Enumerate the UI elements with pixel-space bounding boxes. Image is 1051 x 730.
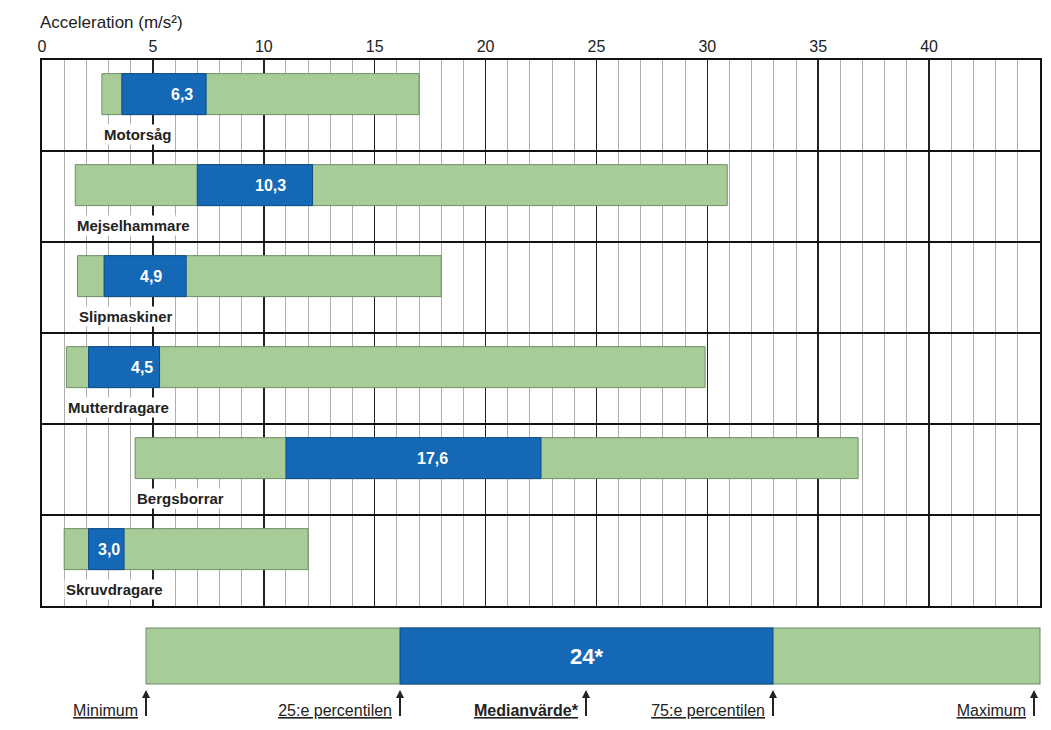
- svg-text:4,9: 4,9: [140, 268, 162, 285]
- svg-text:10,3: 10,3: [255, 177, 286, 194]
- svg-text:20: 20: [477, 38, 495, 55]
- svg-text:15: 15: [366, 38, 384, 55]
- svg-text:Bergsborrar: Bergsborrar: [137, 490, 224, 507]
- svg-text:75:e percentilen: 75:e percentilen: [651, 702, 765, 719]
- svg-text:Slipmaskiner: Slipmaskiner: [79, 308, 173, 325]
- svg-text:40: 40: [920, 38, 938, 55]
- svg-text:4,5: 4,5: [131, 359, 153, 376]
- svg-text:24*: 24*: [570, 644, 603, 669]
- svg-text:Minimum: Minimum: [73, 702, 138, 719]
- svg-text:Medianvärde*: Medianvärde*: [474, 702, 579, 719]
- svg-text:Acceleration (m/s²): Acceleration (m/s²): [40, 13, 183, 32]
- svg-text:Skruvdragare: Skruvdragare: [66, 581, 163, 598]
- svg-text:Mutterdragare: Mutterdragare: [68, 399, 169, 416]
- svg-text:0: 0: [38, 38, 47, 55]
- svg-text:25: 25: [588, 38, 606, 55]
- svg-text:6,3: 6,3: [171, 86, 193, 103]
- svg-text:Motorsåg: Motorsåg: [104, 126, 172, 143]
- svg-text:5: 5: [148, 38, 157, 55]
- svg-text:Maximum: Maximum: [957, 702, 1026, 719]
- svg-text:30: 30: [698, 38, 716, 55]
- svg-text:25:e percentilen: 25:e percentilen: [278, 702, 392, 719]
- svg-text:3,0: 3,0: [98, 541, 120, 558]
- svg-text:35: 35: [809, 38, 827, 55]
- svg-text:Mejselhammare: Mejselhammare: [77, 217, 190, 234]
- svg-text:17,6: 17,6: [417, 450, 448, 467]
- svg-text:10: 10: [255, 38, 273, 55]
